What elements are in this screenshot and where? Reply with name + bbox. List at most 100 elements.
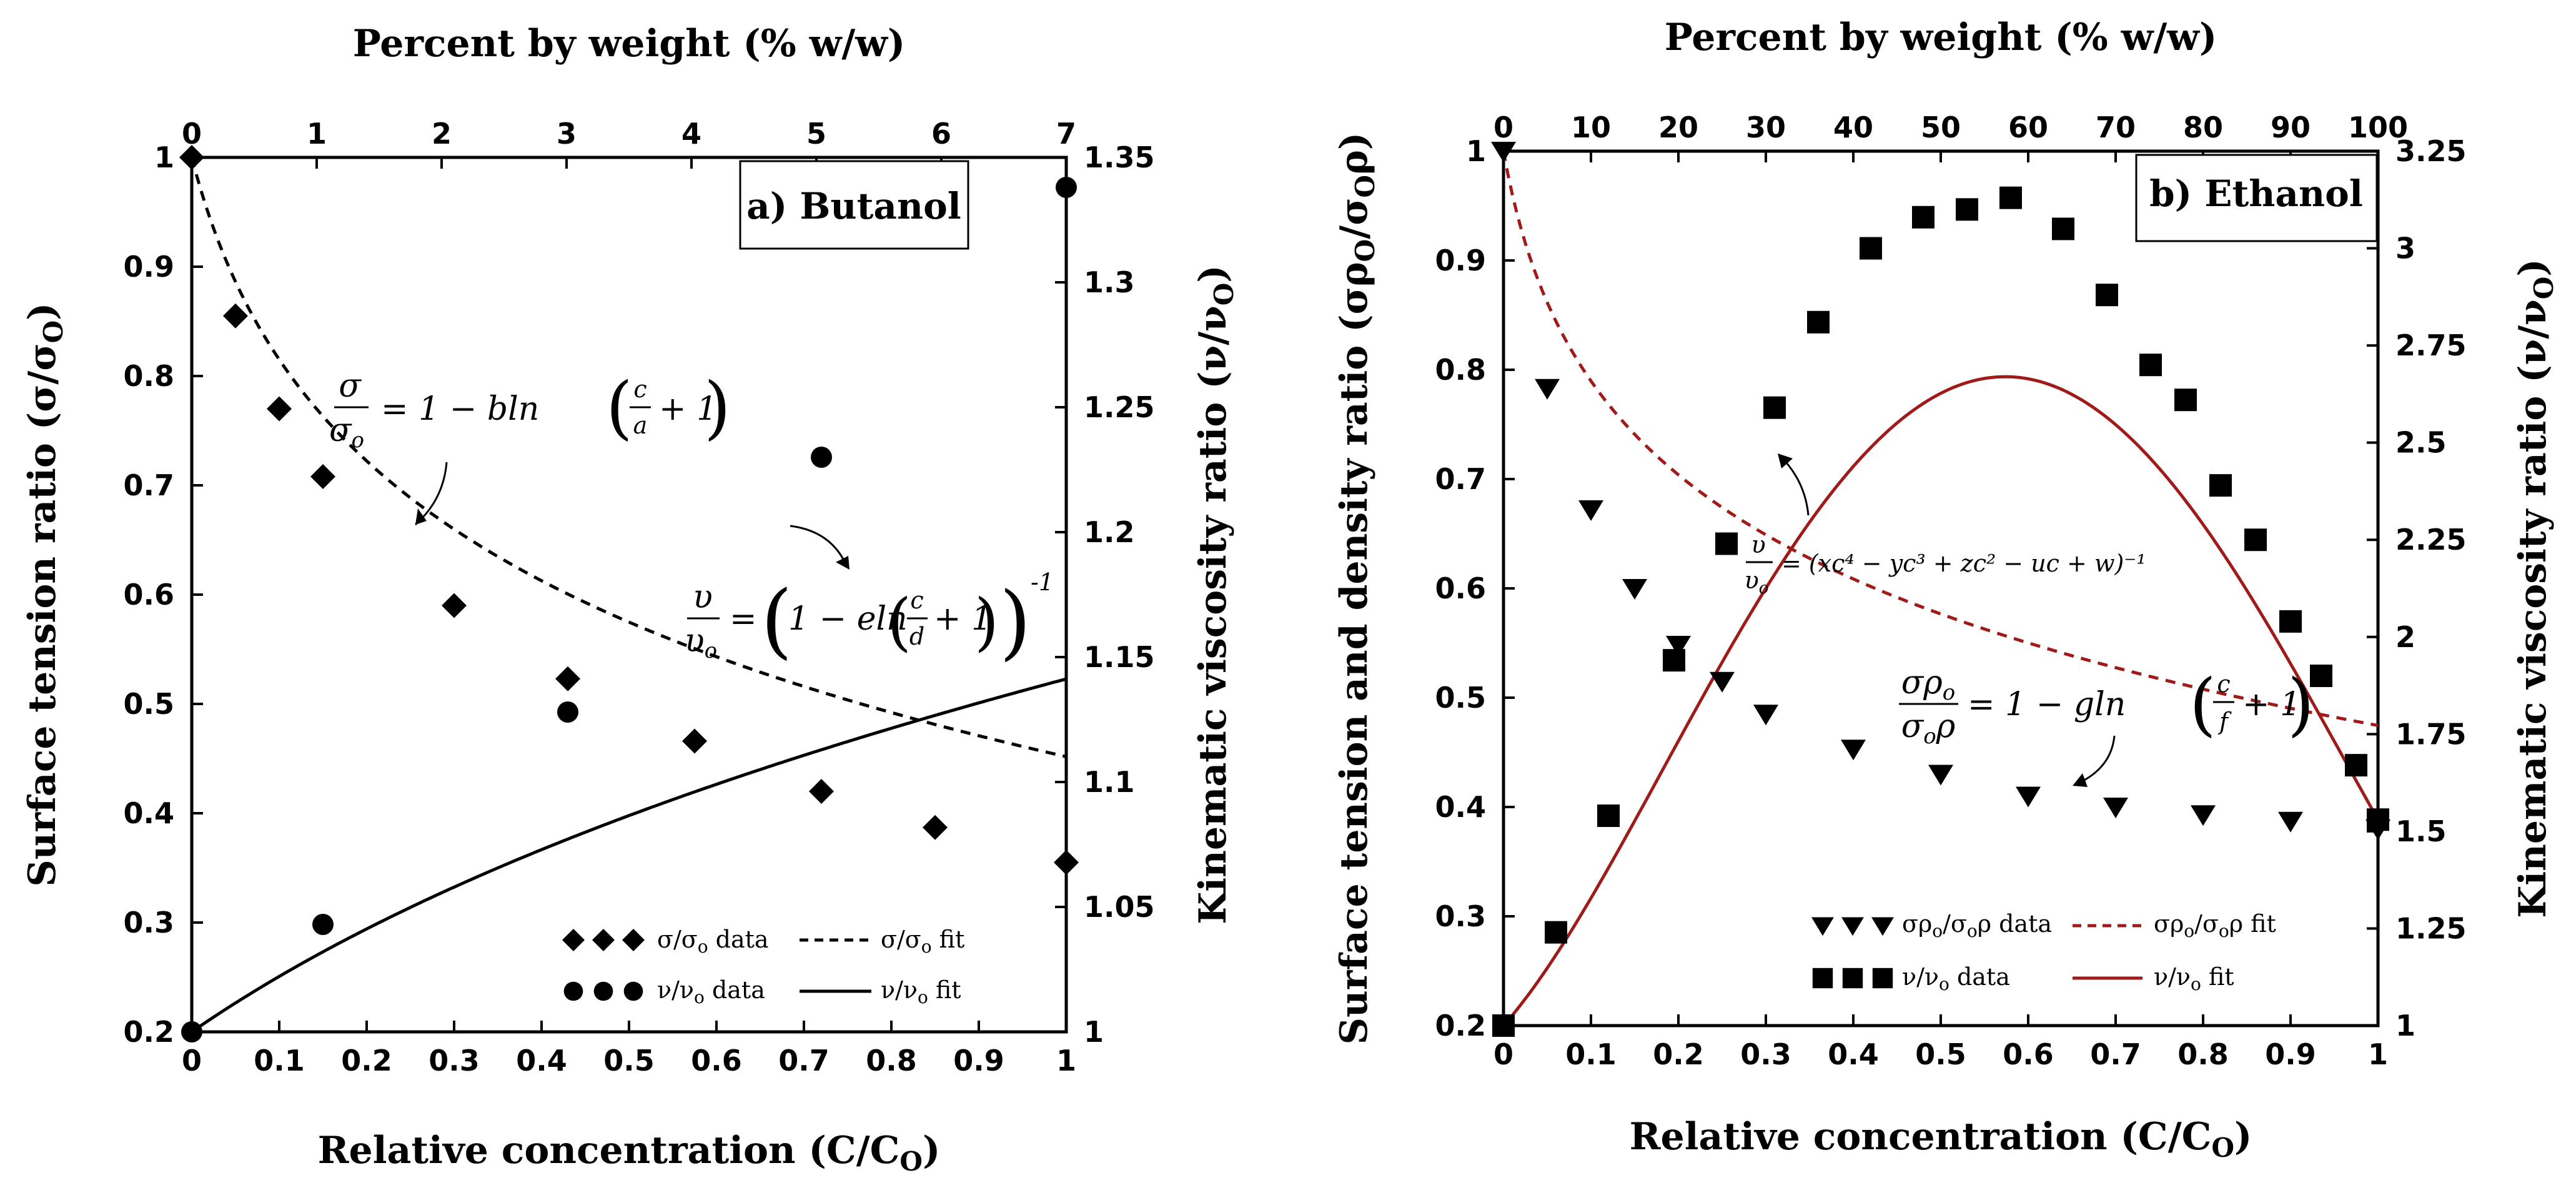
eq2-exp: -1 — [1031, 568, 1054, 596]
x2-axis-title: Percent by weight (% w/w) — [353, 22, 906, 66]
data-point-square — [2244, 528, 2267, 552]
x-tick-label: 0.9 — [953, 1044, 1004, 1077]
data-point-square — [1597, 804, 1620, 827]
fit-line-left — [1502, 151, 2379, 727]
data-point-square — [1999, 186, 2022, 209]
y-tick-label: 0.6 — [1435, 572, 1487, 605]
x-tick-label: 0.2 — [1653, 1037, 1704, 1071]
y-tick-label: 0.9 — [1435, 244, 1487, 277]
eq2-paren-close: ) — [999, 574, 1031, 669]
y-tick-label: 0.7 — [1435, 462, 1487, 496]
legend-triangle — [1841, 917, 1864, 936]
eq1-rhs: = 1 − bln — [381, 390, 539, 428]
data-point-triangle-down — [1491, 142, 1516, 162]
eq2-frac-num: c — [2217, 670, 2230, 698]
data-point-square — [2209, 474, 2232, 497]
data-point-triangle-down — [2191, 805, 2216, 826]
eq2-lhs-den: σoρ — [1901, 708, 1956, 749]
y2-tick-label: 1.2 — [1084, 515, 1135, 549]
data-point-diamond — [179, 145, 204, 170]
legend-triangle — [1811, 917, 1834, 936]
data-point-triangle-down — [1666, 636, 1691, 656]
x2-tick-label: 0 — [1494, 111, 1513, 144]
tick-group: 0 0.1 0.2 0.3 0.4 0.5 0.6 0.7 0.8 0.9 10 1 2 3 4 5 6 70.2… — [124, 117, 1155, 1077]
y2-tick-label: 2.5 — [2395, 426, 2447, 460]
data-point-circle — [312, 914, 334, 935]
x2-tick-label: 10 — [1571, 111, 1611, 144]
y2-tick-label: 1.25 — [2395, 911, 2467, 945]
x-tick-label: 0 — [182, 1044, 202, 1077]
data-point-circle — [1056, 177, 1077, 198]
fit-line-right — [1502, 375, 2380, 1027]
x-tick-label: 0.6 — [691, 1044, 742, 1077]
y-tick-label: 0.4 — [1435, 790, 1487, 824]
y2-tick-label: 1.05 — [1084, 890, 1155, 924]
eq1-lhs-num: σ — [339, 367, 362, 405]
y2-tick-label: 1.25 — [1084, 390, 1155, 424]
data-point-diamond — [1054, 849, 1079, 875]
data-point-circle — [811, 447, 832, 468]
eq2-tail: + 1 — [2242, 686, 2301, 723]
data-point-triangle-down — [2278, 811, 2303, 833]
x-tick-label: 0.7 — [778, 1044, 830, 1077]
eq2-frac-num: c — [910, 587, 923, 614]
data-point-triangle-down — [1535, 379, 1560, 400]
data-point-triangle-down — [1841, 740, 1866, 761]
x-tick-label: 1 — [2368, 1037, 2388, 1071]
eq2-lhs-num: υ — [693, 578, 713, 616]
data-point-triangle-down — [2016, 786, 2041, 808]
legend-square — [1872, 968, 1893, 989]
eq2-arrow — [790, 525, 848, 566]
y2-tick-label: 2.25 — [2395, 523, 2467, 557]
x2-tick-label: 100 — [2348, 111, 2408, 144]
y2-tick-label: 1.75 — [2395, 717, 2467, 751]
legend-square — [1812, 968, 1833, 989]
x2-tick-label: 3 — [557, 117, 577, 151]
x-tick-label: 0.1 — [254, 1044, 305, 1077]
x-tick-label: 0 — [1494, 1037, 1513, 1071]
y2-tick-label: 1.35 — [1084, 141, 1155, 174]
data-point-triangle-down — [1622, 579, 1647, 600]
data-point-square — [1663, 649, 1685, 672]
data-point-diamond — [809, 779, 834, 804]
eq2-inner: 1 − eln — [788, 600, 908, 638]
data-point-circle — [181, 1021, 202, 1042]
y2-tick-label: 1 — [1084, 1015, 1104, 1049]
data-point-diamond — [555, 666, 580, 691]
y2-tick-label: 1 — [2395, 1009, 2415, 1042]
equation-viscosity: υ υo = ( 1 − eln ( c d + 1 ) ) -1 — [685, 525, 1054, 669]
x2-tick-label: 30 — [1746, 111, 1786, 144]
x2-tick-label: 90 — [2271, 111, 2311, 144]
legend-label-sigma-rho-data: σρo/σoρ data — [1902, 910, 2052, 941]
legend-label-sigma-rho-fit: σρo/σoρ fit — [2154, 910, 2276, 941]
eq1-paren-close: ) — [704, 367, 731, 447]
data-point-triangle-down — [1753, 705, 1778, 726]
data-point-square — [2052, 217, 2074, 240]
data-point-square — [2367, 808, 2389, 831]
legend-triangle — [1871, 917, 1894, 936]
legend-circle — [563, 981, 583, 1001]
legend-label-sigma-data: σ/σo data — [657, 926, 769, 957]
x-tick-label: 0.4 — [1828, 1037, 1879, 1071]
eq2-lhs-num: σρo — [1901, 664, 1956, 705]
x2-tick-label: 4 — [681, 117, 701, 151]
data-point-square — [1912, 205, 1934, 229]
eq2-paren-open-inner: ( — [887, 585, 911, 658]
equation-viscosity: υ υo = (xc⁴ − yc³ + zc² − uc + w)⁻¹ — [1745, 453, 2146, 598]
x-tick-label: 1 — [1056, 1044, 1076, 1077]
fit-line-right — [191, 677, 1067, 1034]
x-tick-label: 0.5 — [1915, 1037, 1966, 1071]
legend: σ/σo data σ/σo fit ν/νo data ν/νo fit — [562, 926, 964, 1007]
x-tick-label: 0.1 — [1565, 1037, 1617, 1071]
eq1-frac-den: a — [633, 412, 648, 439]
y-tick-label: 0.3 — [1435, 899, 1487, 933]
data-point-triangle-down — [1928, 765, 1953, 786]
y2-tick-label: 1.5 — [2395, 814, 2447, 848]
y-axis-title: Surface tension ratio (σ/σO) — [21, 302, 69, 886]
data-point-diamond — [442, 593, 467, 618]
data-point-triangle-down — [1578, 500, 1603, 521]
eq2-paren-open: ( — [761, 573, 793, 668]
y-axis-title: Surface tension and density ratio (σρO/σ… — [1332, 132, 1380, 1045]
x-tick-label: 0.9 — [2265, 1037, 2316, 1071]
